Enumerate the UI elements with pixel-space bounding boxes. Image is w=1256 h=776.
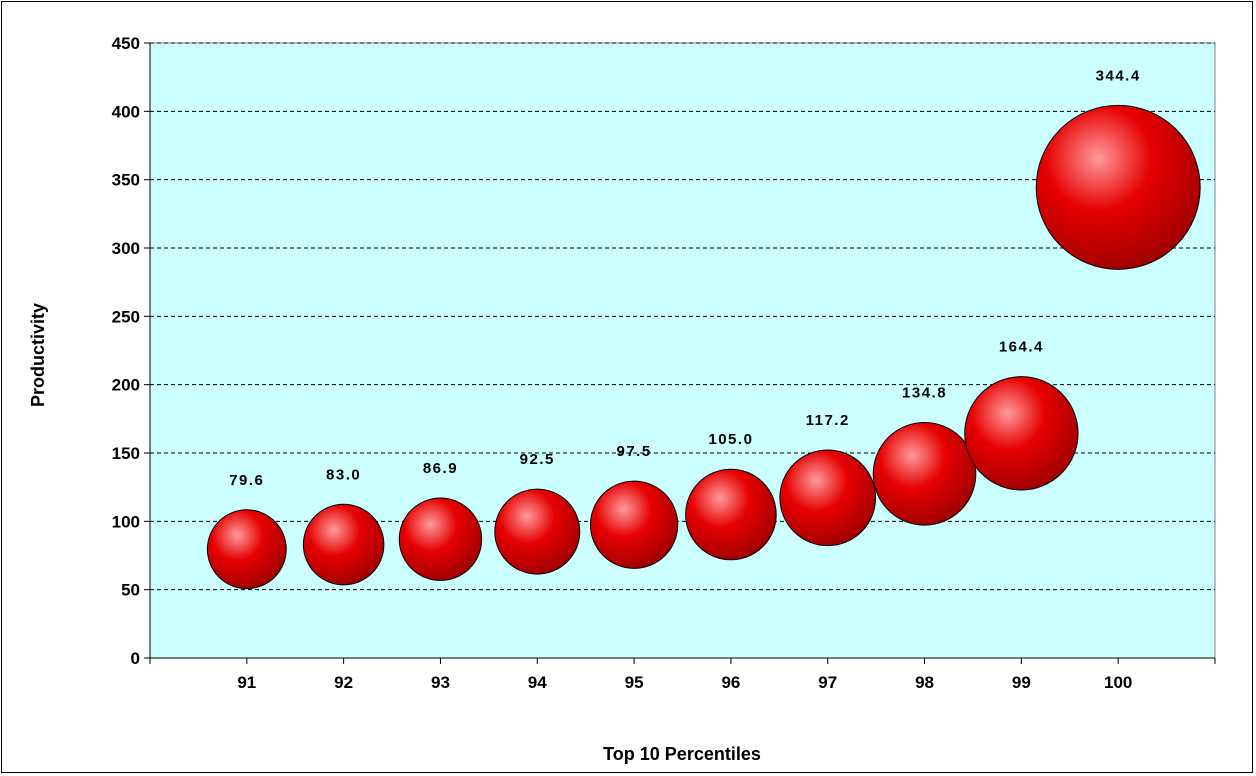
gridlines xyxy=(150,42,1215,591)
y-tick-label: 200 xyxy=(112,376,140,395)
x-tick-label: 94 xyxy=(528,673,547,692)
y-tick-label: 250 xyxy=(112,307,140,326)
bubble-point xyxy=(494,488,581,575)
data-label: 86.9 xyxy=(423,460,458,477)
x-tick-label: 99 xyxy=(1012,673,1031,692)
data-label: 134.8 xyxy=(902,384,947,401)
bubble-point xyxy=(872,421,977,526)
y-tick-label: 300 xyxy=(112,239,140,258)
bubble-point xyxy=(398,497,483,581)
y-axis-title: Productivity xyxy=(28,303,48,407)
bubble-point xyxy=(685,468,777,561)
y-tick-label: 0 xyxy=(131,649,140,668)
bubble-point xyxy=(779,449,877,547)
data-label: 117.2 xyxy=(806,412,850,429)
y-tick-label: 100 xyxy=(112,512,140,531)
bubble-point xyxy=(302,503,385,586)
bubble-point xyxy=(964,376,1079,491)
x-tick-label: 100 xyxy=(1104,673,1132,692)
data-label: 105.0 xyxy=(708,431,753,448)
data-labels: 79.6 83.0 86.9 92.5 97.5 105.0 117.2 134.8 164.4… xyxy=(229,67,1141,489)
x-tick-label: 91 xyxy=(237,673,256,692)
x-axis-title: Top 10 Percentiles xyxy=(603,744,761,764)
bubble-point xyxy=(1035,104,1201,270)
x-tick-label: 96 xyxy=(721,673,740,692)
x-tick-label: 95 xyxy=(625,673,644,692)
y-tick-label: 350 xyxy=(112,171,140,190)
data-label: 164.4 xyxy=(999,339,1044,356)
data-label: 97.5 xyxy=(616,443,651,460)
bubble-point xyxy=(589,480,679,569)
axes: 0 50 100 150 200 250 300 350 400 450 91 92 93 94 95 96 9… xyxy=(112,34,1216,692)
data-label: 79.6 xyxy=(229,472,264,489)
y-tick-label: 450 xyxy=(112,34,140,53)
y-tick-label: 50 xyxy=(121,581,140,600)
bubble-point xyxy=(206,509,287,590)
bubbles xyxy=(206,104,1201,590)
data-label: 344.4 xyxy=(1096,67,1141,84)
x-tick-label: 97 xyxy=(818,673,837,692)
x-tick-label: 92 xyxy=(334,673,353,692)
data-label: 92.5 xyxy=(520,451,555,468)
y-tick-label: 400 xyxy=(112,102,140,121)
x-tick-label: 93 xyxy=(431,673,450,692)
data-label: 83.0 xyxy=(326,466,361,483)
x-tick-label: 98 xyxy=(915,673,934,692)
y-tick-label: 150 xyxy=(112,444,140,463)
